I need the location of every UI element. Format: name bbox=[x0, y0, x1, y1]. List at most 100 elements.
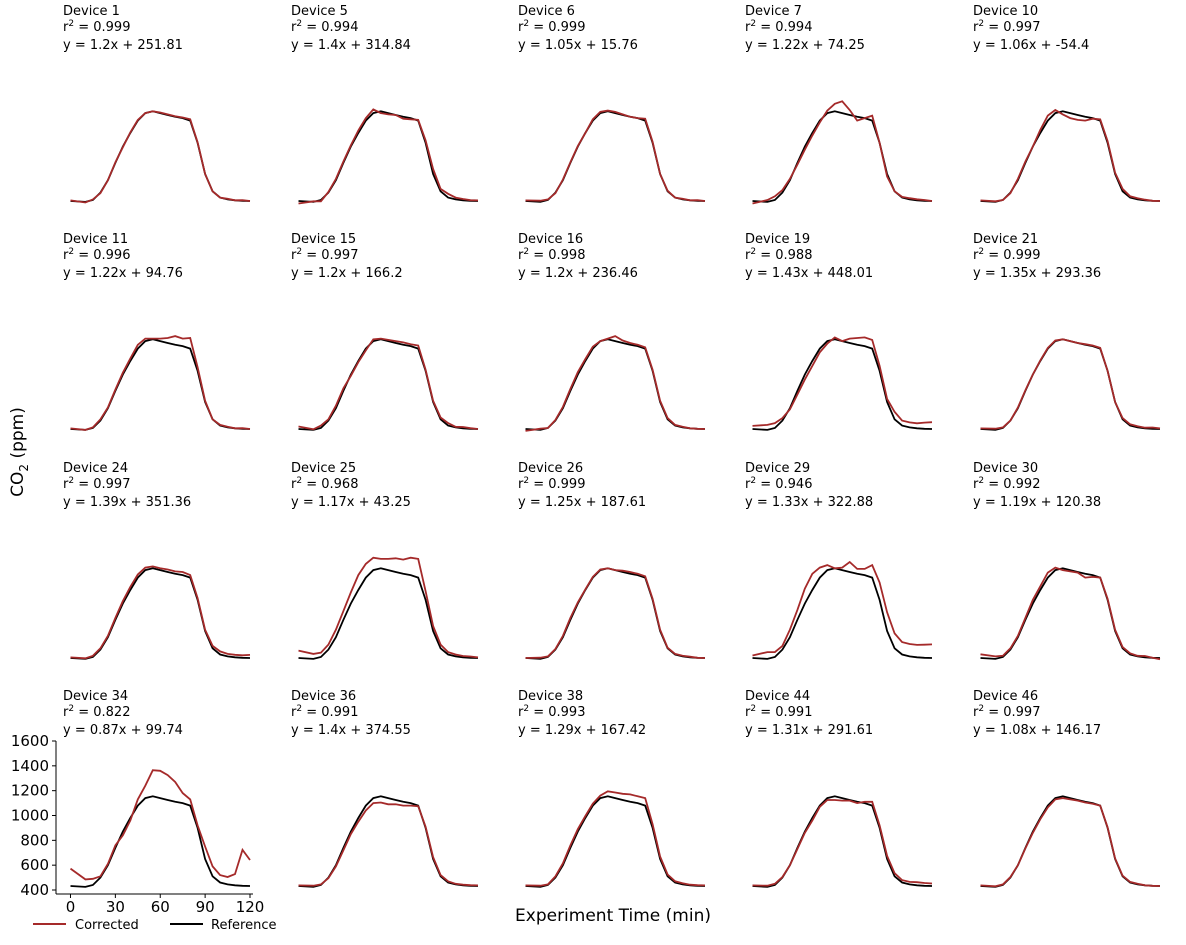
corrected-series-line bbox=[752, 799, 933, 887]
reference-series-line bbox=[752, 795, 933, 888]
panel-equation-label: y = 1.4x + 314.84 bbox=[291, 38, 411, 53]
x-tick-label: 30 bbox=[106, 898, 125, 916]
panel-device-label: Device 10 bbox=[973, 4, 1038, 19]
panel-r2-value: = 0.993 bbox=[529, 705, 585, 720]
panel-device-label: Device 15 bbox=[291, 232, 356, 247]
x-tick-label: 90 bbox=[196, 898, 215, 916]
panel-equation-label: y = 1.4x + 374.55 bbox=[291, 723, 411, 738]
reference-series-line bbox=[70, 795, 251, 888]
reference-series-line bbox=[525, 567, 706, 660]
panel-r2-superscript: 2 bbox=[523, 476, 529, 486]
x-tick-label: 120 bbox=[236, 898, 265, 916]
panel-r2-superscript: 2 bbox=[296, 476, 302, 486]
x-tick-label: 0 bbox=[66, 898, 76, 916]
panel-r2-prefix: r bbox=[973, 705, 979, 720]
panel-r2-prefix: r bbox=[745, 248, 751, 263]
panel-device-label: Device 11 bbox=[63, 232, 128, 247]
corrected-series-line bbox=[70, 335, 251, 431]
reference-series-line bbox=[980, 795, 1161, 888]
panel-device-label: Device 44 bbox=[745, 689, 810, 704]
legend-corrected-label: Corrected bbox=[75, 918, 139, 933]
panel-r2-prefix: r bbox=[63, 20, 69, 35]
panel-r2-label: r2 = 0.822 bbox=[63, 704, 130, 720]
panel-r2-superscript: 2 bbox=[978, 704, 984, 714]
legend: Corrected Reference bbox=[33, 918, 276, 933]
panel-r2-superscript: 2 bbox=[296, 247, 302, 257]
panel-r2-value: = 0.988 bbox=[756, 248, 812, 263]
panel-r2-value: = 0.996 bbox=[74, 248, 130, 263]
panel-device-label: Device 16 bbox=[518, 232, 583, 247]
corrected-series-line bbox=[525, 335, 706, 432]
panel-equation-label: y = 1.22x + 94.76 bbox=[63, 266, 183, 281]
panel-device-label: Device 24 bbox=[63, 461, 128, 476]
reference-series-line bbox=[752, 338, 933, 431]
legend-reference-label: Reference bbox=[211, 918, 276, 933]
corrected-series-line bbox=[298, 337, 479, 431]
panel-r2-label: r2 = 0.997 bbox=[291, 247, 358, 263]
panel-r2-superscript: 2 bbox=[68, 476, 74, 486]
panel-device-label: Device 26 bbox=[518, 461, 583, 476]
panel-r2-label: r2 = 0.999 bbox=[973, 247, 1040, 263]
panel-r2-superscript: 2 bbox=[523, 704, 529, 714]
panel-device-label: Device 7 bbox=[745, 4, 802, 19]
panel-r2-prefix: r bbox=[63, 477, 69, 492]
panel-r2-label: r2 = 0.999 bbox=[518, 19, 585, 35]
corrected-series-line bbox=[525, 109, 706, 202]
panel-r2-label: r2 = 0.997 bbox=[63, 476, 130, 492]
panel-equation-label: y = 1.35x + 293.36 bbox=[973, 266, 1101, 281]
corrected-series-line bbox=[298, 801, 479, 887]
panel-r2-label: r2 = 0.998 bbox=[518, 247, 585, 263]
panel-r2-superscript: 2 bbox=[978, 247, 984, 257]
x-axis-label: Experiment Time (min) bbox=[515, 906, 711, 926]
panel-device-label: Device 34 bbox=[63, 689, 128, 704]
panel-r2-superscript: 2 bbox=[750, 704, 756, 714]
panel-r2-label: r2 = 0.999 bbox=[518, 476, 585, 492]
panel-r2-superscript: 2 bbox=[750, 247, 756, 257]
y-axis-label-main: CO bbox=[8, 472, 28, 497]
panel-r2-superscript: 2 bbox=[523, 247, 529, 257]
panel-r2-label: r2 = 0.997 bbox=[973, 704, 1040, 720]
corrected-series-line bbox=[70, 110, 251, 204]
panel-equation-label: y = 1.29x + 167.42 bbox=[518, 723, 646, 738]
reference-series-line bbox=[298, 795, 479, 888]
panel-equation-label: y = 1.22x + 74.25 bbox=[745, 38, 865, 53]
corrected-series-line bbox=[298, 108, 479, 205]
panel-r2-value: = 0.994 bbox=[302, 20, 358, 35]
panel-device-7: Device 7r2 = 0.994 y = 1.22x + 74.25 bbox=[745, 4, 933, 205]
reference-series-line bbox=[525, 338, 706, 431]
y-axis-label-unit: (ppm) bbox=[8, 407, 28, 464]
panel-r2-value: = 0.991 bbox=[302, 705, 358, 720]
panel-equation-label: y = 1.33x + 322.88 bbox=[745, 495, 873, 510]
y-tick-label: 1000 bbox=[11, 807, 49, 825]
panel-r2-value: = 0.994 bbox=[756, 20, 812, 35]
corrected-series-line bbox=[980, 108, 1161, 203]
panel-r2-value: = 0.991 bbox=[756, 705, 812, 720]
y-tick-label: 800 bbox=[20, 831, 49, 849]
y-tick-label: 400 bbox=[20, 881, 49, 899]
y-tick-label: 1600 bbox=[11, 732, 49, 750]
reference-series-line bbox=[70, 110, 251, 203]
panel-r2-value: = 0.992 bbox=[984, 477, 1040, 492]
reference-series-line bbox=[980, 567, 1161, 660]
panel-r2-superscript: 2 bbox=[68, 247, 74, 257]
x-tick-label: 60 bbox=[151, 898, 170, 916]
reference-series-line bbox=[298, 110, 479, 203]
corrected-series-line bbox=[298, 556, 479, 659]
panel-r2-value: = 0.946 bbox=[756, 477, 812, 492]
y-tick-label: 1200 bbox=[11, 782, 49, 800]
panel-axes: 400 600 800 1000 1200 1400 1600 0 30 60 90 120 bbox=[11, 732, 265, 916]
panel-device-label: Device 21 bbox=[973, 232, 1038, 247]
panel-device-label: Device 5 bbox=[291, 4, 348, 19]
corrected-series-line bbox=[752, 100, 933, 205]
panel-r2-value: = 0.999 bbox=[74, 20, 130, 35]
